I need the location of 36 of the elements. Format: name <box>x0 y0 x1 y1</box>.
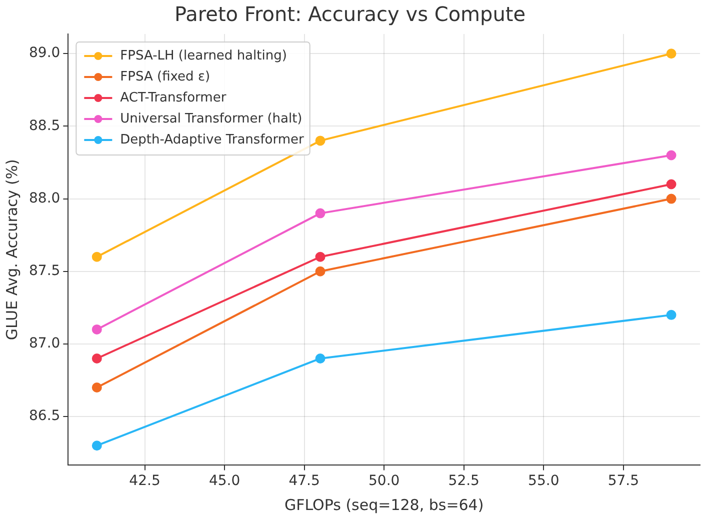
point <box>92 353 102 364</box>
point <box>315 136 326 146</box>
point <box>666 310 676 320</box>
point <box>92 440 102 451</box>
point <box>315 266 326 276</box>
y-axis-title: GLUE Avg. Accuracy (%) <box>2 159 21 340</box>
legend-label: FPSA (fixed ε) <box>120 69 210 84</box>
point <box>666 48 676 59</box>
x-tick-label: 47.5 <box>288 473 320 490</box>
x-tick-label: 50.0 <box>368 473 400 490</box>
point <box>315 208 326 218</box>
x-tick-label: 45.0 <box>208 473 240 490</box>
x-tick-label: 57.5 <box>608 473 639 490</box>
legend-label: FPSA-LH (learned halting) <box>120 48 287 64</box>
point <box>666 150 676 160</box>
x-tick-label: 42.5 <box>129 473 160 490</box>
y-tick-label: 89.0 <box>29 45 60 62</box>
point <box>315 353 326 364</box>
legend-label: Depth-Adaptive Transformer <box>120 132 305 148</box>
legend-label: Universal Transformer (halt) <box>120 111 302 126</box>
point <box>666 179 676 190</box>
y-tick-label: 87.5 <box>29 263 60 280</box>
point <box>92 382 102 393</box>
point <box>666 194 676 204</box>
x-tick-label: 52.5 <box>448 473 480 490</box>
point <box>92 324 102 334</box>
y-tick-label: 88.0 <box>29 190 60 206</box>
x-axis-title: GFLOPs (seq=128, bs=64) <box>284 496 484 514</box>
legend-label: ACT-Transformer <box>120 90 227 106</box>
y-tick-label: 87.0 <box>29 336 60 352</box>
x-tick-label: 55.0 <box>528 473 560 490</box>
y-tick-label: 86.5 <box>29 408 60 424</box>
point <box>315 252 326 262</box>
point <box>92 252 102 262</box>
chart-title: Pareto Front: Accuracy vs Compute <box>174 2 526 26</box>
y-tick-label: 88.5 <box>29 118 60 134</box>
